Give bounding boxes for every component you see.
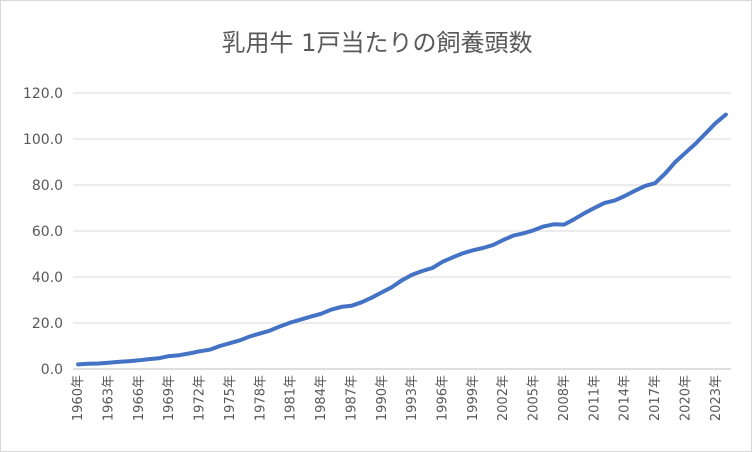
x-tick-label: 1963年 (101, 375, 116, 421)
gridlines (73, 92, 731, 370)
y-tick-label: 80.0 (32, 178, 63, 194)
x-tick-label: 2017年 (648, 375, 663, 421)
y-tick-label: 120.0 (23, 86, 63, 102)
x-tick-label: 1972年 (193, 375, 208, 421)
y-tick-label: 60.0 (32, 224, 63, 240)
x-tick-label: 1996年 (435, 375, 450, 421)
x-tick-label: 1969年 (162, 375, 177, 421)
x-tick-label: 1978年 (253, 375, 268, 421)
y-tick-label: 20.0 (32, 316, 63, 332)
x-tick-label: 1987年 (344, 375, 359, 421)
x-tick-label: 1975年 (223, 375, 238, 421)
x-tick-label: 2011年 (587, 375, 602, 421)
x-tick-label: 2014年 (618, 375, 633, 421)
x-tick-label: 1984年 (314, 375, 329, 421)
y-tick-label: 40.0 (32, 270, 63, 286)
x-axis-ticks: 1960年 1963年 1966年 1969年 1972年 1975年 1978年 1981年… (71, 375, 724, 421)
x-tick-label: 1966年 (132, 375, 147, 421)
x-tick-label: 1981年 (284, 375, 299, 421)
x-tick-label: 2020年 (678, 375, 693, 421)
x-tick-label: 2008年 (557, 375, 572, 421)
x-tick-label: 1999年 (466, 375, 481, 421)
x-tick-label: 2005年 (527, 375, 542, 421)
x-tick-label: 1960年 (71, 375, 86, 421)
y-axis-ticks: 0.0 20.0 40.0 60.0 80.0 100.0 120.0 (23, 86, 63, 378)
y-tick-label: 0.0 (41, 362, 63, 378)
x-tick-label: 2023年 (709, 375, 724, 421)
x-tick-label: 1993年 (405, 375, 420, 421)
x-tick-label: 1990年 (375, 375, 390, 421)
x-tick-label: 2002年 (496, 375, 511, 421)
series-line (76, 112, 728, 367)
series-layer (76, 112, 728, 367)
chart-title: 乳用牛 1戸当たりの飼養頭数 (222, 29, 533, 57)
y-tick-label: 100.0 (23, 132, 63, 148)
